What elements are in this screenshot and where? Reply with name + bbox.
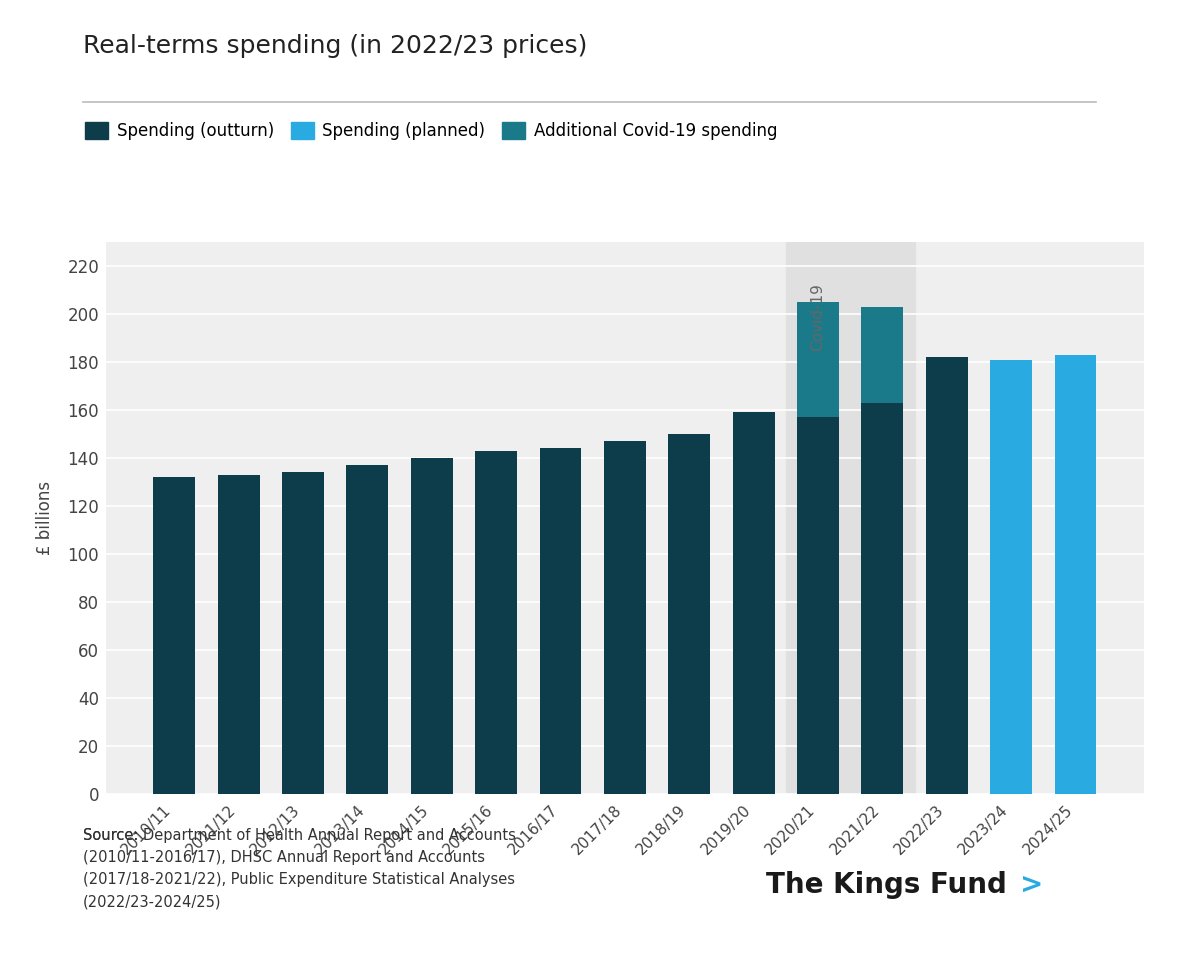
Text: The Kings Fund: The Kings Fund bbox=[766, 871, 1007, 899]
Legend: Spending (outturn), Spending (planned), Additional Covid-19 spending: Spending (outturn), Spending (planned), … bbox=[85, 122, 777, 139]
Bar bbox=[668, 434, 710, 794]
Text: Source: Department of Health Annual Report and Accounts
(2010/11-2016/17), DHSC : Source: Department of Health Annual Repo… bbox=[83, 828, 515, 909]
Bar bbox=[153, 477, 195, 794]
Bar bbox=[862, 307, 903, 403]
Bar bbox=[475, 451, 518, 794]
Bar bbox=[862, 403, 903, 794]
Bar bbox=[990, 359, 1032, 794]
Bar bbox=[604, 441, 646, 794]
Bar bbox=[1055, 354, 1096, 794]
Bar bbox=[926, 357, 968, 794]
Text: Source:: Source: bbox=[83, 828, 143, 842]
Y-axis label: £ billions: £ billions bbox=[35, 481, 53, 555]
Text: Real-terms spending (in 2022/23 prices): Real-terms spending (in 2022/23 prices) bbox=[83, 34, 587, 58]
Text: Covid-19: Covid-19 bbox=[810, 283, 825, 350]
Text: >: > bbox=[1020, 871, 1043, 899]
Bar bbox=[218, 474, 259, 794]
Bar bbox=[786, 242, 915, 794]
Bar bbox=[732, 412, 775, 794]
Bar bbox=[797, 417, 839, 794]
Bar bbox=[282, 472, 324, 794]
Bar bbox=[347, 465, 388, 794]
Bar bbox=[797, 302, 839, 417]
Bar bbox=[540, 448, 581, 794]
Bar bbox=[410, 458, 453, 794]
